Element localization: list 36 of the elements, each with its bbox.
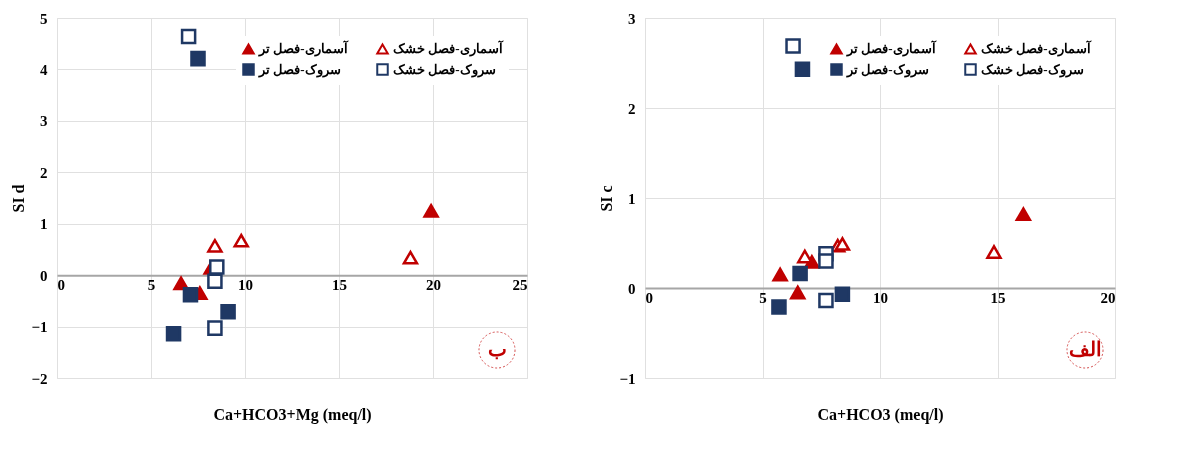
x-tick-label: 10 xyxy=(873,289,888,306)
legend-label: آسماری-فصل تر xyxy=(846,39,937,57)
y-tick-label: −2 xyxy=(31,370,48,387)
x-tick-label: 20 xyxy=(1100,289,1116,306)
annotation: ب xyxy=(487,338,507,360)
y-axis-title: SI d xyxy=(10,184,28,213)
y-tick-label: −1 xyxy=(619,370,636,387)
annotation: الف xyxy=(1068,338,1102,360)
y-tick-label: 3 xyxy=(40,113,48,130)
x-tick-label: 5 xyxy=(759,289,767,306)
x-tick-label: 25 xyxy=(512,276,528,293)
x-axis-title: Ca+HCO3 (meq/l) xyxy=(817,405,944,424)
legend-label: آسماری-فصل تر xyxy=(258,39,349,57)
y-tick-label: 4 xyxy=(40,61,48,78)
x-tick-label: 15 xyxy=(990,289,1006,306)
x-axis-title: Ca+HCO3+Mg (meq/l) xyxy=(213,405,372,424)
legend-label: آسماری-فصل خشک xyxy=(981,39,1092,57)
x-tick-label: 0 xyxy=(57,276,65,293)
y-tick-label: −1 xyxy=(31,319,48,336)
y-tick-label: 3 xyxy=(628,10,636,27)
x-tick-label: 15 xyxy=(332,276,347,293)
legend-label: سروک-فصل خشک xyxy=(981,61,1084,78)
x-tick-label: 5 xyxy=(147,276,156,293)
y-tick-label: 5 xyxy=(40,10,48,27)
y-axis-title: SI c xyxy=(598,185,616,212)
x-tick-label: 10 xyxy=(238,276,253,293)
legend-label: آسماری-فصل خشک xyxy=(393,39,504,57)
y-tick-label: 1 xyxy=(628,190,636,207)
y-tick-label: 1 xyxy=(40,216,48,233)
y-tick-label: 2 xyxy=(628,100,636,117)
legend-label: سروک-فصل تر xyxy=(846,61,929,78)
y-tick-label: 2 xyxy=(40,164,48,181)
legend-label: سروک-فصل خشک xyxy=(393,61,496,78)
x-tick-label: 20 xyxy=(426,276,441,293)
x-tick-label: 0 xyxy=(645,289,653,306)
legend-label: سروک-فصل تر xyxy=(258,61,341,78)
